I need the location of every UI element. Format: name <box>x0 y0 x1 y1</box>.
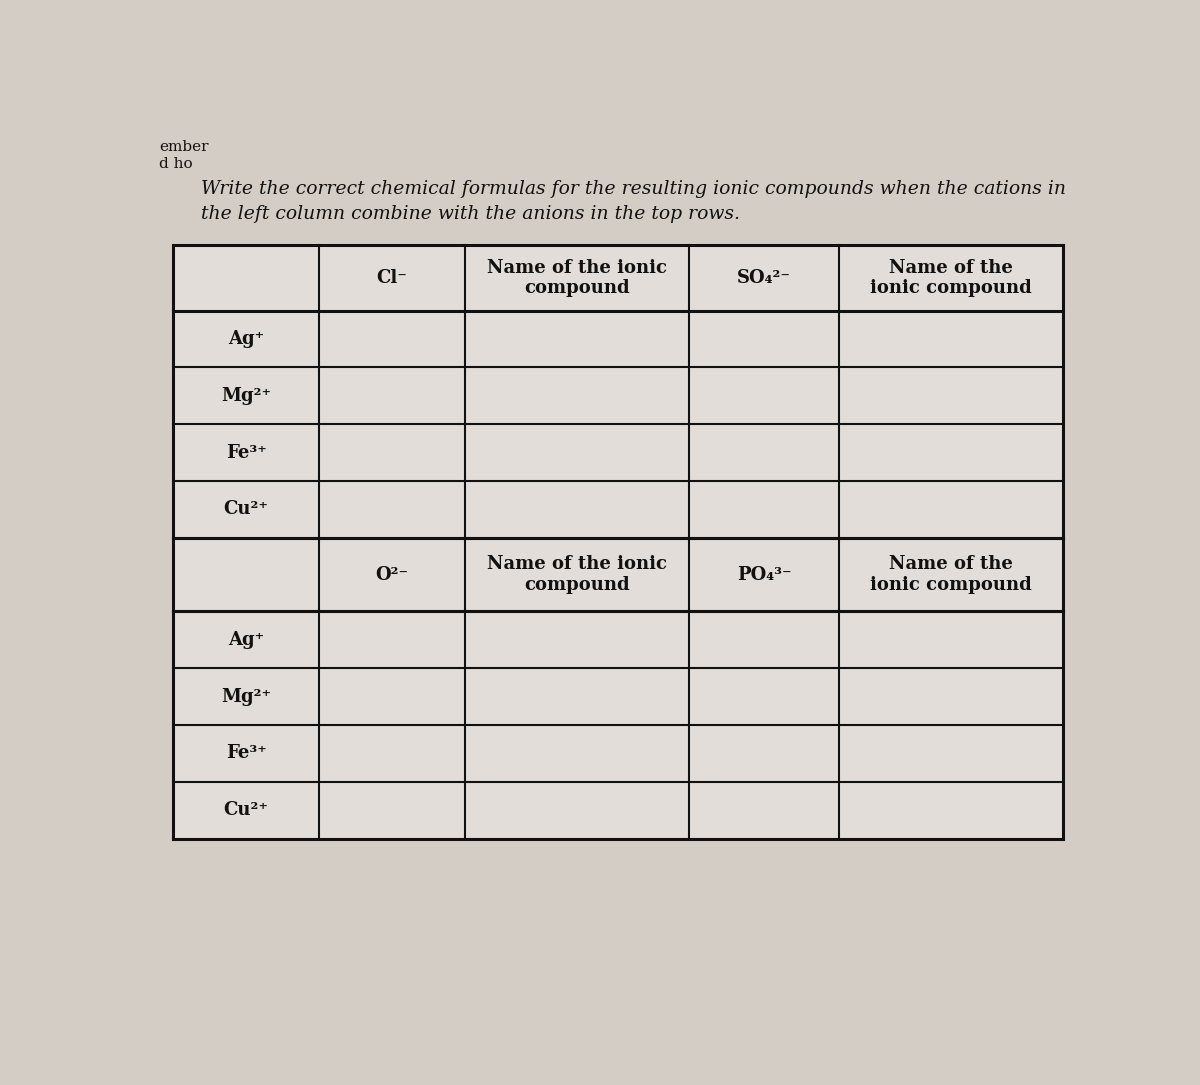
Text: the left column combine with the anions in the top rows.: the left column combine with the anions … <box>202 205 740 224</box>
Text: Name of the ionic
compound: Name of the ionic compound <box>487 258 667 297</box>
Text: Mg²⁺: Mg²⁺ <box>221 387 271 405</box>
Text: ember: ember <box>160 140 209 154</box>
Text: Cu²⁺: Cu²⁺ <box>223 500 269 519</box>
Text: Name of the
ionic compound: Name of the ionic compound <box>870 258 1032 297</box>
Text: Ag⁺: Ag⁺ <box>228 630 264 649</box>
Bar <box>173 538 1063 612</box>
Text: Ag⁺: Ag⁺ <box>228 330 264 348</box>
Text: O²⁻: O²⁻ <box>376 565 408 584</box>
Text: d ho: d ho <box>160 157 193 171</box>
Text: Write the correct chemical formulas for the resulting ionic compounds when the c: Write the correct chemical formulas for … <box>202 180 1066 199</box>
Text: Cu²⁺: Cu²⁺ <box>223 801 269 819</box>
Text: Name of the
ionic compound: Name of the ionic compound <box>870 556 1032 595</box>
Text: PO₄³⁻: PO₄³⁻ <box>737 565 791 584</box>
Text: SO₄²⁻: SO₄²⁻ <box>737 269 791 288</box>
Text: Fe³⁺: Fe³⁺ <box>226 444 266 462</box>
Text: Mg²⁺: Mg²⁺ <box>221 688 271 705</box>
Text: Name of the ionic
compound: Name of the ionic compound <box>487 556 667 595</box>
Text: Cl⁻: Cl⁻ <box>377 269 407 288</box>
Text: Fe³⁺: Fe³⁺ <box>226 744 266 763</box>
